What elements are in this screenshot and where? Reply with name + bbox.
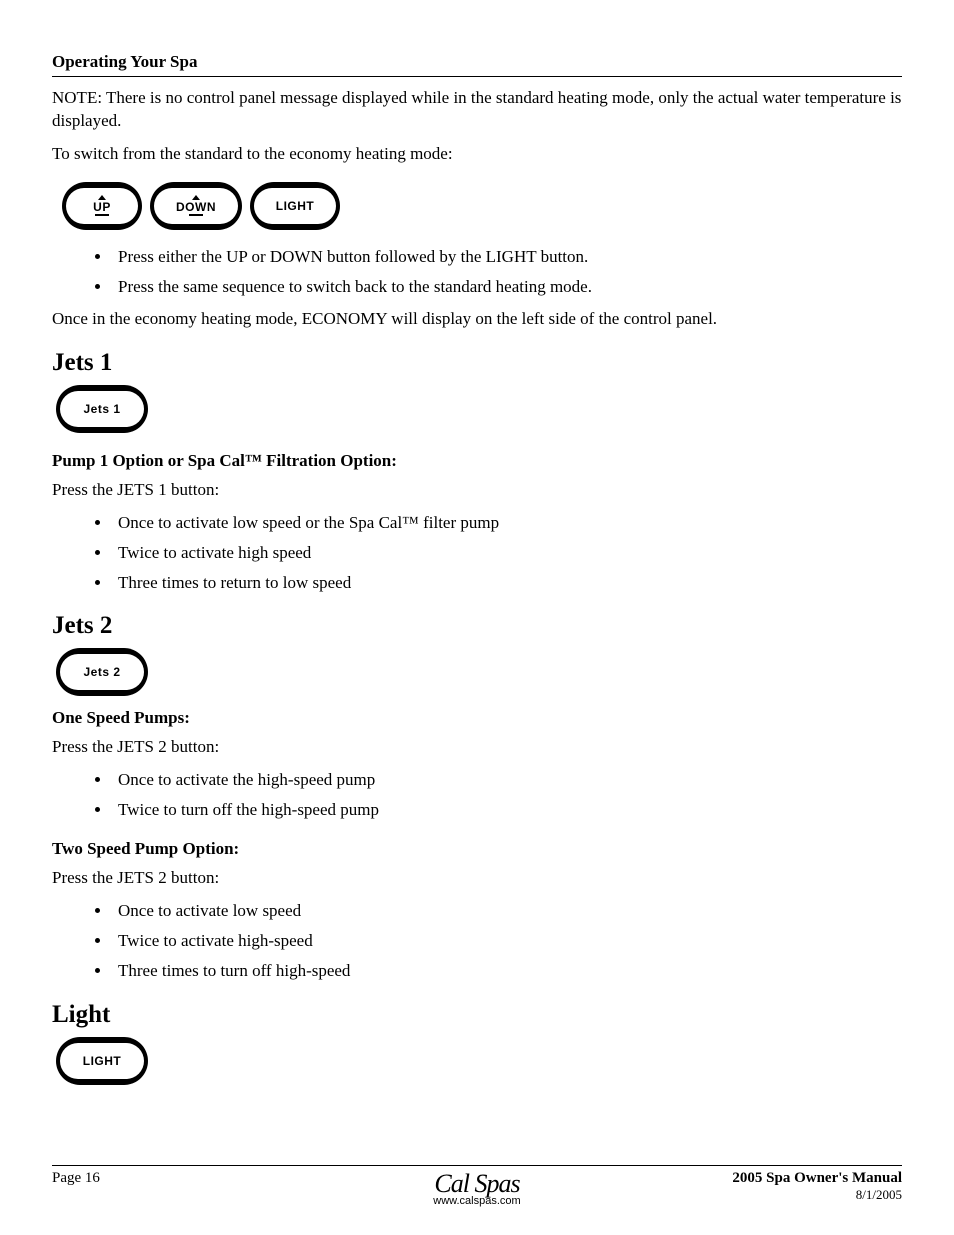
footer-date: 8/1/2005 <box>732 1187 902 1203</box>
intro-bullet-list: Press either the UP or DOWN button follo… <box>52 246 902 298</box>
jets2-press2: Press the JETS 2 button: <box>52 867 902 890</box>
up-button-icon: UP <box>62 182 142 230</box>
footer-manual-title: 2005 Spa Owner's Manual <box>732 1170 902 1187</box>
button-row-up-down-light: UP DOWN LIGHT <box>62 182 902 230</box>
list-item: Twice to activate high speed <box>112 542 902 564</box>
down-button-icon: DOWN <box>150 182 242 230</box>
page-footer: Page 16 2005 Spa Owner's Manual 8/1/2005… <box>52 1165 902 1203</box>
down-button-label: DOWN <box>176 201 216 213</box>
jets1-button-row: Jets 1 <box>56 385 902 433</box>
up-button-label: UP <box>93 201 111 213</box>
note-paragraph: NOTE: There is no control panel message … <box>52 87 902 133</box>
light-button-label: LIGHT <box>276 200 315 212</box>
list-item: Twice to turn off the high-speed pump <box>112 799 902 821</box>
list-item: Press either the UP or DOWN button follo… <box>112 246 902 268</box>
light-button-row: LIGHT <box>56 1037 902 1085</box>
manual-page: Operating Your Spa NOTE: There is no con… <box>0 0 954 1235</box>
list-item: Twice to activate high-speed <box>112 930 902 952</box>
jets2-bullets2: Once to activate low speed Twice to acti… <box>52 900 902 982</box>
light-heading: Light <box>52 1001 902 1029</box>
underline-icon <box>95 214 109 216</box>
jets2-button-row: Jets 2 <box>56 648 902 696</box>
light-button-label: LIGHT <box>83 1055 122 1067</box>
list-item: Three times to return to low speed <box>112 572 902 594</box>
jets1-button-icon: Jets 1 <box>56 385 148 433</box>
switch-instruction: To switch from the standard to the econo… <box>52 143 902 166</box>
jets2-sub2: Two Speed Pump Option: <box>52 839 902 859</box>
jets1-subheading: Pump 1 Option or Spa Cal™ Filtration Opt… <box>52 451 902 471</box>
list-item: Three times to turn off high-speed <box>112 960 902 982</box>
list-item: Once to activate low speed or the Spa Ca… <box>112 512 902 534</box>
economy-note: Once in the economy heating mode, ECONOM… <box>52 308 902 331</box>
list-item: Press the same sequence to switch back t… <box>112 276 902 298</box>
light-button-icon: LIGHT <box>56 1037 148 1085</box>
jets2-button-label: Jets 2 <box>83 666 120 678</box>
jets1-heading: Jets 1 <box>52 349 902 377</box>
footer-page-number: Page 16 <box>52 1170 100 1187</box>
jets2-heading: Jets 2 <box>52 612 902 640</box>
page-header-title: Operating Your Spa <box>52 52 197 71</box>
underline-icon <box>189 214 203 216</box>
jets1-press-line: Press the JETS 1 button: <box>52 479 902 502</box>
jets1-button-label: Jets 1 <box>83 403 120 415</box>
jets2-bullets1: Once to activate the high-speed pump Twi… <box>52 769 902 821</box>
light-button-icon: LIGHT <box>250 182 340 230</box>
jets2-button-icon: Jets 2 <box>56 648 148 696</box>
list-item: Once to activate the high-speed pump <box>112 769 902 791</box>
jets1-bullet-list: Once to activate low speed or the Spa Ca… <box>52 512 902 594</box>
jets2-press1: Press the JETS 2 button: <box>52 736 902 759</box>
list-item: Once to activate low speed <box>112 900 902 922</box>
page-header: Operating Your Spa <box>52 52 902 77</box>
jets2-sub1: One Speed Pumps: <box>52 708 902 728</box>
calspas-logo-icon: Cal Spas <box>434 1169 519 1198</box>
